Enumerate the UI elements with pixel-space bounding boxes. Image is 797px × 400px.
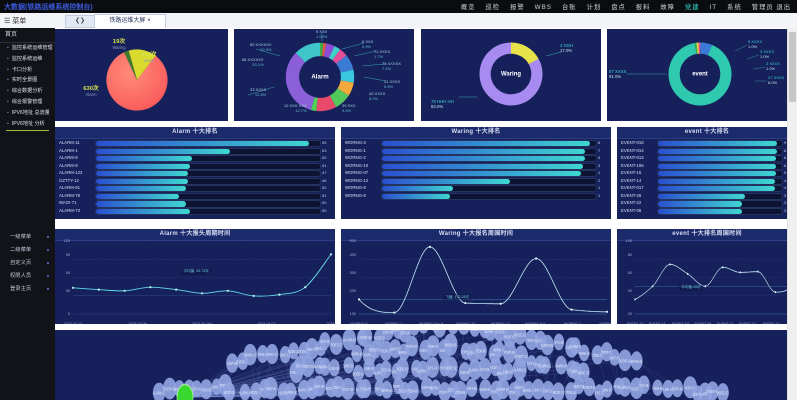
svg-text:ITEM-46: ITEM-46 <box>653 386 663 391</box>
svg-text:NODE-33: NODE-33 <box>578 371 589 376</box>
svg-text:SYS-04: SYS-04 <box>192 387 201 392</box>
svg-text:NODE-13: NODE-13 <box>514 333 525 338</box>
svg-text:WARN-44: WARN-44 <box>631 359 643 364</box>
svg-text:LINK-37: LINK-37 <box>602 388 612 393</box>
svg-text:NODE-62: NODE-62 <box>397 367 408 372</box>
svg-text:SYS-94: SYS-94 <box>480 367 489 372</box>
svg-text:LINK-07: LINK-07 <box>503 370 513 375</box>
svg-text:PORT-48: PORT-48 <box>672 387 683 392</box>
svg-text:EVENT-42: EVENT-42 <box>619 359 631 364</box>
svg-text:ALARM-80: ALARM-80 <box>433 330 446 331</box>
svg-text:SYS-74: SYS-74 <box>428 366 437 371</box>
svg-text:PORT-37: PORT-37 <box>331 343 342 348</box>
svg-text:NODE-22: NODE-22 <box>288 349 299 354</box>
svg-text:ITEM-75: ITEM-75 <box>428 344 438 349</box>
svg-text:UNIT-29: UNIT-29 <box>314 384 324 389</box>
svg-text:ALARM-41: ALARM-41 <box>619 385 632 390</box>
svg-text:NODE-92: NODE-92 <box>469 330 480 332</box>
svg-text:ITEM-95: ITEM-95 <box>476 349 486 354</box>
svg-text:SYS-45: SYS-45 <box>639 383 648 388</box>
svg-text:ITEM-26: ITEM-26 <box>566 390 576 395</box>
svg-text:WARN-24: WARN-24 <box>555 364 567 369</box>
svg-text:SYS-54: SYS-54 <box>381 368 390 373</box>
svg-text:NODE-53: NODE-53 <box>717 391 728 396</box>
svg-text:WARN-34: WARN-34 <box>578 351 590 356</box>
svg-text:LINK-56: LINK-56 <box>383 330 393 335</box>
svg-text:UNIT-89: UNIT-89 <box>467 386 477 391</box>
svg-text:EVENT-22: EVENT-22 <box>541 344 553 349</box>
svg-text:ALARM-31: ALARM-31 <box>569 344 582 349</box>
svg-text:SYS-64: SYS-64 <box>400 331 409 336</box>
svg-text:UNIT-20: UNIT-20 <box>543 389 553 394</box>
svg-text:LINK-16: LINK-16 <box>266 387 276 392</box>
svg-text:PORT-17: PORT-17 <box>267 352 278 357</box>
svg-text:HOST-48: HOST-48 <box>360 335 371 340</box>
svg-text:ITEM-65: ITEM-65 <box>408 389 418 394</box>
svg-text:SYS-34: SYS-34 <box>320 339 329 344</box>
svg-text:ITEM-45: ITEM-45 <box>360 387 370 392</box>
svg-text:NODE-42: NODE-42 <box>353 372 364 377</box>
svg-text:NODE-82: NODE-82 <box>445 366 456 371</box>
svg-text:LINK-17: LINK-17 <box>533 388 543 393</box>
svg-text:SYS-25: SYS-25 <box>554 340 563 345</box>
svg-text:PORT-67: PORT-67 <box>406 344 417 349</box>
svg-text:ALARM-20: ALARM-20 <box>284 390 297 395</box>
svg-text:ALARM-10: ALARM-10 <box>239 391 252 396</box>
svg-text:UNIT-39: UNIT-39 <box>344 364 354 369</box>
svg-text:WARN-83: WARN-83 <box>445 343 457 348</box>
svg-text:WARN-53: WARN-53 <box>381 388 393 393</box>
svg-text:UNIT-09: UNIT-09 <box>227 362 237 367</box>
svg-text:LINK-36: LINK-36 <box>330 366 340 371</box>
svg-text:NODE-23: NODE-23 <box>553 391 564 396</box>
svg-text:HOST-38: HOST-38 <box>342 387 353 392</box>
svg-text:EVENT-02: EVENT-02 <box>497 387 509 392</box>
svg-text:SYS-05: SYS-05 <box>496 330 505 335</box>
svg-text:ITEM-85: ITEM-85 <box>455 391 465 396</box>
svg-text:WARN-43: WARN-43 <box>351 352 363 357</box>
svg-text:PORT-27: PORT-27 <box>302 365 313 370</box>
svg-text:ALARM-40: ALARM-40 <box>343 338 356 343</box>
svg-text:EVENT-51: EVENT-51 <box>369 348 381 353</box>
svg-text:ALARM-21: ALARM-21 <box>539 364 552 369</box>
svg-text:EVENT-12: EVENT-12 <box>515 355 527 360</box>
svg-text:WARN-93: WARN-93 <box>480 388 492 393</box>
svg-text:WARN-13: WARN-13 <box>244 353 256 358</box>
svg-text:ALARM-11: ALARM-11 <box>513 368 526 373</box>
svg-text:PORT-08: PORT-08 <box>504 351 515 356</box>
svg-text:ITEM-05: ITEM-05 <box>201 388 211 393</box>
svg-text:HOST-08: HOST-08 <box>224 390 235 395</box>
svg-text:EVENT-32: EVENT-32 <box>583 385 595 390</box>
